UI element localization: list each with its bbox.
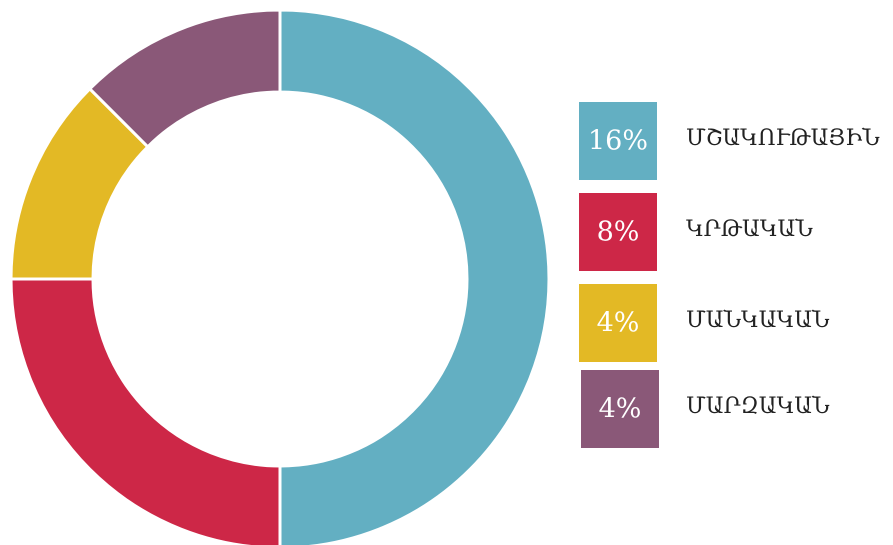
legend-label: ՄԱՐԶԱԿԱՆ [686, 394, 830, 419]
legend-label: ԿՐԹԱԿԱՆ [686, 217, 813, 242]
legend-value: 16% [588, 126, 648, 157]
donut-segment [278, 8, 551, 545]
donut-segment [9, 277, 282, 545]
legend-label: ՄՇԱԿՈՒԹԱՅԻՆ [686, 126, 880, 151]
legend-value: 4% [597, 308, 640, 339]
legend-label: ՄԱՆԿԱԿԱՆ [686, 308, 830, 333]
legend-swatch [579, 284, 657, 362]
legend-swatch [579, 193, 657, 271]
legend-value: 8% [597, 217, 640, 248]
legend-swatch [579, 102, 657, 180]
legend-value: 4% [599, 394, 642, 425]
legend-swatch [581, 370, 659, 448]
donut-segment [87, 8, 282, 149]
